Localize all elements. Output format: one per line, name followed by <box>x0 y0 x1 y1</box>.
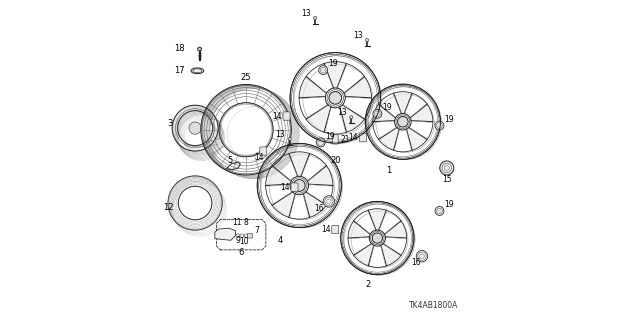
FancyBboxPatch shape <box>247 234 252 238</box>
Text: 14: 14 <box>349 133 358 142</box>
Text: 1: 1 <box>386 166 391 175</box>
Text: 14: 14 <box>272 112 282 121</box>
Text: 14: 14 <box>321 225 330 234</box>
Ellipse shape <box>191 68 204 74</box>
Polygon shape <box>299 76 326 98</box>
FancyBboxPatch shape <box>291 183 298 191</box>
FancyBboxPatch shape <box>332 134 338 144</box>
Text: 19: 19 <box>382 103 392 112</box>
Polygon shape <box>307 166 333 186</box>
Text: 5: 5 <box>228 156 233 165</box>
Text: 16: 16 <box>411 258 420 267</box>
Circle shape <box>372 233 383 243</box>
Text: 14: 14 <box>280 183 290 192</box>
Text: 8: 8 <box>244 218 248 227</box>
Text: 4: 4 <box>278 236 283 245</box>
Circle shape <box>323 196 335 207</box>
Polygon shape <box>306 105 331 132</box>
Text: 17: 17 <box>175 66 185 75</box>
Circle shape <box>397 116 408 127</box>
Text: 20: 20 <box>330 156 340 165</box>
Polygon shape <box>344 76 371 98</box>
Text: 19: 19 <box>444 200 454 209</box>
Circle shape <box>244 234 248 238</box>
FancyBboxPatch shape <box>260 147 267 155</box>
Circle shape <box>349 116 353 119</box>
Circle shape <box>416 251 428 262</box>
Circle shape <box>288 137 291 140</box>
Text: 16: 16 <box>314 204 324 213</box>
Text: 19: 19 <box>444 115 454 124</box>
Polygon shape <box>368 209 387 230</box>
Text: 12: 12 <box>163 203 174 212</box>
FancyBboxPatch shape <box>360 133 367 142</box>
Text: 7: 7 <box>255 226 259 235</box>
Polygon shape <box>410 104 433 122</box>
Text: 15: 15 <box>442 175 452 184</box>
Polygon shape <box>303 192 326 218</box>
Polygon shape <box>272 192 295 218</box>
Polygon shape <box>372 104 396 122</box>
Circle shape <box>198 47 202 51</box>
Polygon shape <box>215 228 236 240</box>
Circle shape <box>240 234 244 238</box>
Polygon shape <box>406 127 427 150</box>
Circle shape <box>440 161 454 175</box>
Circle shape <box>329 92 342 104</box>
Text: TK4AB1800A: TK4AB1800A <box>409 301 459 310</box>
Text: 3: 3 <box>168 119 173 128</box>
Text: 19: 19 <box>325 132 335 140</box>
Polygon shape <box>394 92 412 114</box>
Text: 19: 19 <box>328 59 337 68</box>
Circle shape <box>365 39 369 42</box>
Circle shape <box>435 121 444 130</box>
Polygon shape <box>340 105 365 132</box>
Circle shape <box>314 16 317 20</box>
Polygon shape <box>385 221 406 238</box>
Text: 10: 10 <box>239 237 248 246</box>
Polygon shape <box>378 127 399 150</box>
Text: 18: 18 <box>175 44 185 53</box>
Polygon shape <box>381 244 401 266</box>
Text: 14: 14 <box>254 153 264 162</box>
Text: 11: 11 <box>232 218 241 227</box>
Circle shape <box>236 234 240 238</box>
Circle shape <box>189 122 201 134</box>
Circle shape <box>435 206 444 215</box>
Text: 6: 6 <box>238 248 244 257</box>
FancyBboxPatch shape <box>283 112 290 120</box>
Text: 13: 13 <box>301 9 310 18</box>
Text: 9: 9 <box>236 236 240 245</box>
Text: 2: 2 <box>365 280 371 289</box>
Polygon shape <box>354 244 374 266</box>
Text: 13: 13 <box>275 130 285 139</box>
Text: 25: 25 <box>241 73 252 82</box>
Circle shape <box>373 109 382 118</box>
Circle shape <box>319 66 328 75</box>
Text: 13: 13 <box>353 31 362 40</box>
Polygon shape <box>348 221 370 238</box>
Circle shape <box>293 180 305 191</box>
Polygon shape <box>324 62 346 88</box>
Text: 21: 21 <box>340 135 349 144</box>
Text: 13: 13 <box>337 108 346 117</box>
Polygon shape <box>266 166 291 186</box>
Polygon shape <box>289 152 310 176</box>
Circle shape <box>316 138 325 147</box>
FancyBboxPatch shape <box>332 225 339 234</box>
